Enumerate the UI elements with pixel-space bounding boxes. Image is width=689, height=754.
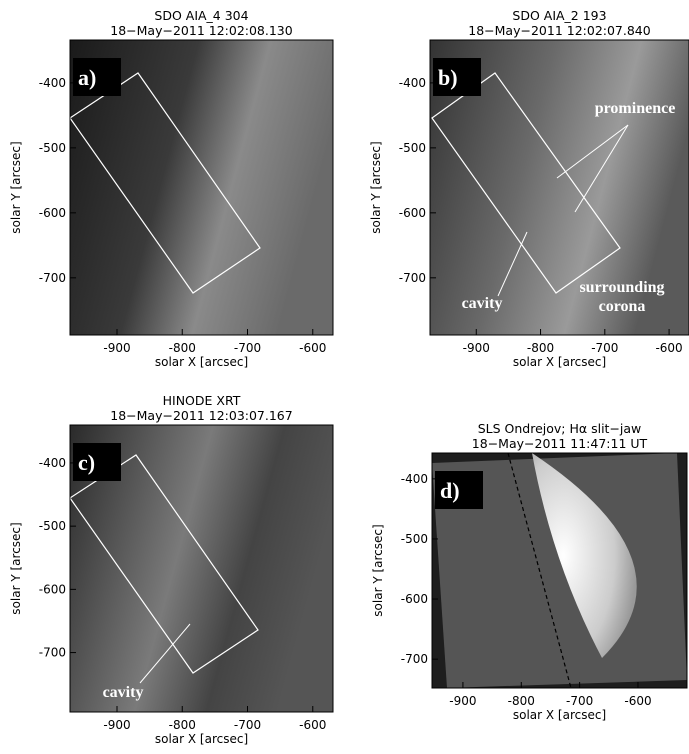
x-tick-label: -600 [299,341,326,355]
panel-label: a) [78,65,96,90]
annotation: cavity [103,684,144,701]
x-tick-label: -700 [234,718,261,732]
annotation: corona [599,298,646,315]
x-axis-label: solar X [arcsec] [155,732,248,746]
x-tick-label: -600 [655,341,682,355]
y-tick-label: -500 [39,141,66,155]
y-tick-label: -700 [39,271,66,285]
chart-title: SLS Ondrejov; Hα slit−jaw [478,421,642,436]
x-tick-label: -600 [299,718,326,732]
x-tick-label: -800 [527,341,554,355]
y-tick-label: -700 [39,646,66,660]
panel-label: c) [78,450,95,475]
x-tick-label: -700 [234,341,261,355]
x-tick-label: -800 [169,718,196,732]
y-tick-label: -600 [399,206,426,220]
annotation: prominence [595,100,676,117]
x-tick-label: -900 [103,718,130,732]
x-tick-label: -700 [591,341,618,355]
chart-subtitle: 18−May−2011 12:03:07.167 [110,408,292,423]
x-tick-label: -900 [103,341,130,355]
panel-label: b) [438,65,458,90]
y-tick-label: -600 [401,592,428,606]
chart-subtitle: 18−May−2011 12:02:08.130 [110,23,292,38]
x-tick-label: -800 [169,341,196,355]
y-tick-label: -400 [399,76,426,90]
x-axis-label: solar X [arcsec] [513,355,606,369]
x-tick-label: -900 [449,694,476,708]
annotation: cavity [462,295,503,312]
y-axis-label: solar Y [arcsec] [371,524,385,616]
x-tick-label: -700 [566,694,593,708]
y-tick-label: -400 [39,76,66,90]
y-tick-label: -500 [401,532,428,546]
chart-title: SDO AIA_2 193 [512,8,606,23]
y-tick-label: -700 [399,271,426,285]
chart-title: HINODE XRT [163,393,241,408]
chart-title: SDO AIA_4 304 [154,8,248,23]
y-tick-label: -700 [401,652,428,666]
y-axis-label: solar Y [arcsec] [369,141,383,233]
chart-subtitle: 18−May−2011 11:47:11 UT [472,436,648,451]
y-tick-label: -500 [399,141,426,155]
chart-subtitle: 18−May−2011 12:02:07.840 [468,23,650,38]
y-tick-label: -500 [39,519,66,533]
figure: SDO AIA_4 30418−May−2011 12:02:08.130a)-… [0,0,689,750]
x-tick-label: -600 [624,694,651,708]
y-axis-label: solar Y [arcsec] [9,141,23,233]
y-tick-label: -400 [39,456,66,470]
x-axis-label: solar X [arcsec] [155,355,248,369]
y-tick-label: -400 [401,472,428,486]
y-tick-label: -600 [39,206,66,220]
annotation: surrounding [579,279,664,296]
x-axis-label: solar X [arcsec] [513,708,606,722]
x-tick-label: -800 [508,694,535,708]
y-axis-label: solar Y [arcsec] [9,522,23,614]
y-tick-label: -600 [39,582,66,596]
x-tick-label: -900 [463,341,490,355]
panel-label: d) [440,478,460,503]
